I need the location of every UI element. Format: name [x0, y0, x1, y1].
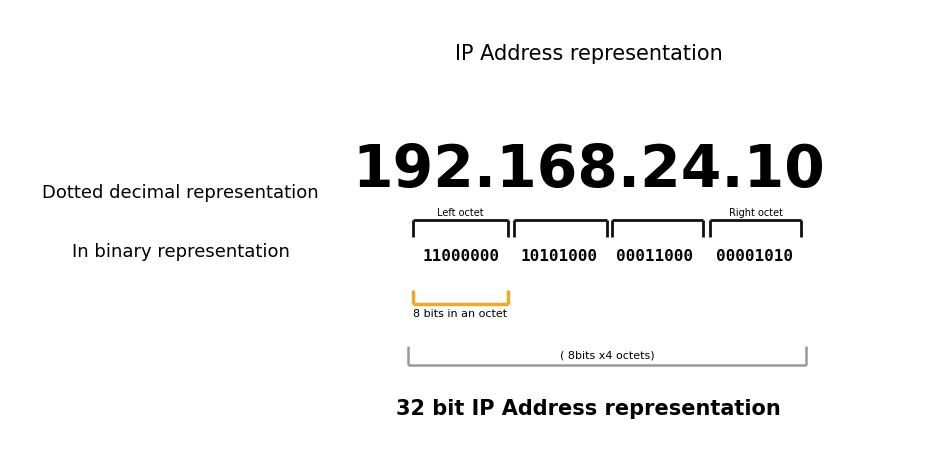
Text: 11000000: 11000000	[422, 249, 500, 264]
Text: 00001010: 00001010	[716, 249, 794, 264]
Text: ( 8bits x4 octets): ( 8bits x4 octets)	[560, 351, 654, 361]
Text: 8 bits in an octet: 8 bits in an octet	[413, 309, 507, 319]
Text: Right octet: Right octet	[729, 208, 782, 218]
Text: 10101000: 10101000	[520, 249, 598, 264]
Text: Dotted decimal representation: Dotted decimal representation	[43, 184, 319, 202]
Text: Left octet: Left octet	[437, 208, 484, 218]
Text: In binary representation: In binary representation	[71, 243, 290, 261]
Text: 32 bit IP Address representation: 32 bit IP Address representation	[396, 399, 781, 419]
Text: IP Address representation: IP Address representation	[455, 44, 722, 64]
Text: 00011000: 00011000	[616, 249, 693, 264]
Text: 192.168.24.10: 192.168.24.10	[352, 142, 825, 199]
